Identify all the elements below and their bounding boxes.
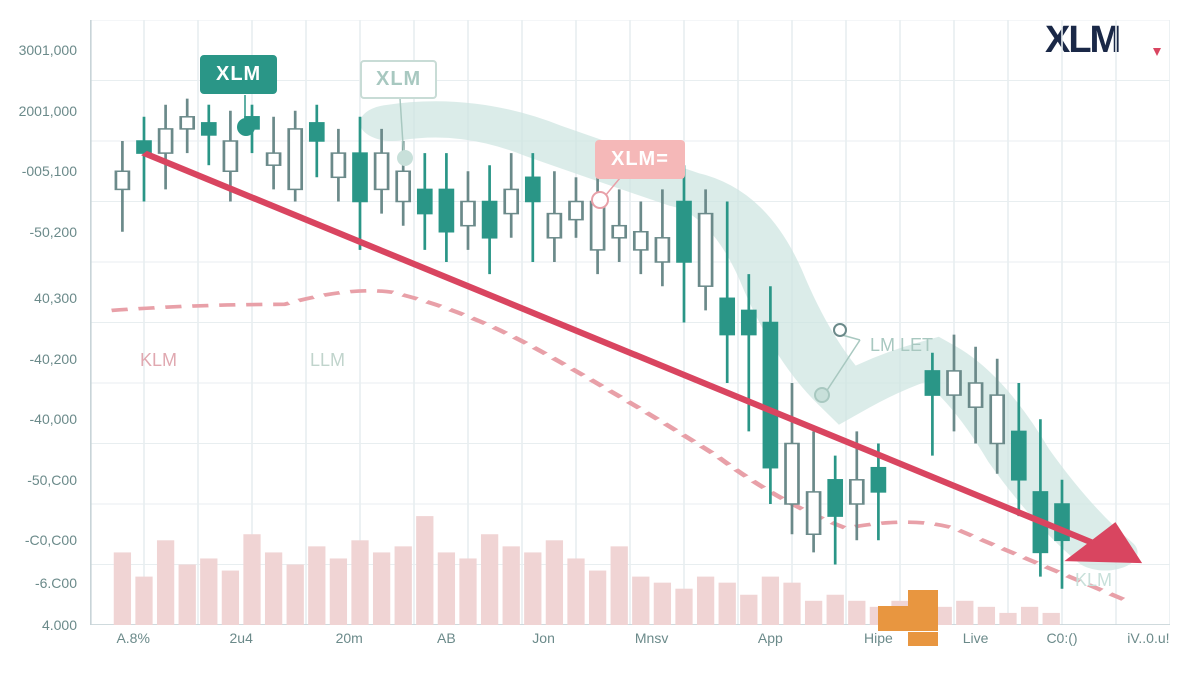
chart-annotation: LLM <box>310 350 345 371</box>
y-axis-label: -6.C00 <box>35 575 77 591</box>
y-axis-label: 40,300 <box>34 290 77 306</box>
y-axis-label: 3001,000 <box>19 42 77 58</box>
y-axis-label: 2001,000 <box>19 103 77 119</box>
chart-badge: XLM <box>200 55 277 94</box>
x-axis-label: 20m <box>336 630 363 646</box>
y-axis-label: 4.000 <box>42 617 77 633</box>
y-axis-label: -50,C00 <box>27 472 77 488</box>
x-axis-label: Hipe <box>864 630 893 646</box>
chart-annotation: LM LET <box>870 335 933 356</box>
y-axis: 3001,000 2001,000 -005,100 -50,200 40,300 -40… <box>0 20 85 625</box>
chart-badge: XLM <box>360 60 437 99</box>
x-axis-label: AB <box>437 630 456 646</box>
x-axis-label: Jon <box>532 630 555 646</box>
x-axis: A.8% 2u4 20m AB Jon Mnsv App Hipe Live C0:() iV..0… <box>90 630 1170 660</box>
accent-block <box>908 590 938 631</box>
y-axis-label: -40,000 <box>30 411 77 427</box>
x-axis-label: C0:() <box>1046 630 1077 646</box>
y-axis-label: -40,200 <box>30 351 77 367</box>
accent-block <box>878 606 908 631</box>
x-axis-label: iV..0.u! <box>1127 630 1169 646</box>
x-axis-label: App <box>758 630 783 646</box>
chart-badge: XLM= <box>595 140 685 179</box>
y-axis-label: -C0,C00 <box>25 532 77 548</box>
chart-annotation: KLM <box>1075 570 1112 591</box>
x-axis-label: A.8% <box>116 630 149 646</box>
y-axis-label: -50,200 <box>30 224 77 240</box>
x-axis-label: 2u4 <box>230 630 253 646</box>
chart-annotation: KLM <box>140 350 177 371</box>
x-axis-label: Mnsv <box>635 630 668 646</box>
x-axis-label: Live <box>963 630 989 646</box>
candlestick-chart <box>90 20 1170 625</box>
accent-block <box>908 632 938 646</box>
y-axis-label: -005,100 <box>22 163 77 179</box>
